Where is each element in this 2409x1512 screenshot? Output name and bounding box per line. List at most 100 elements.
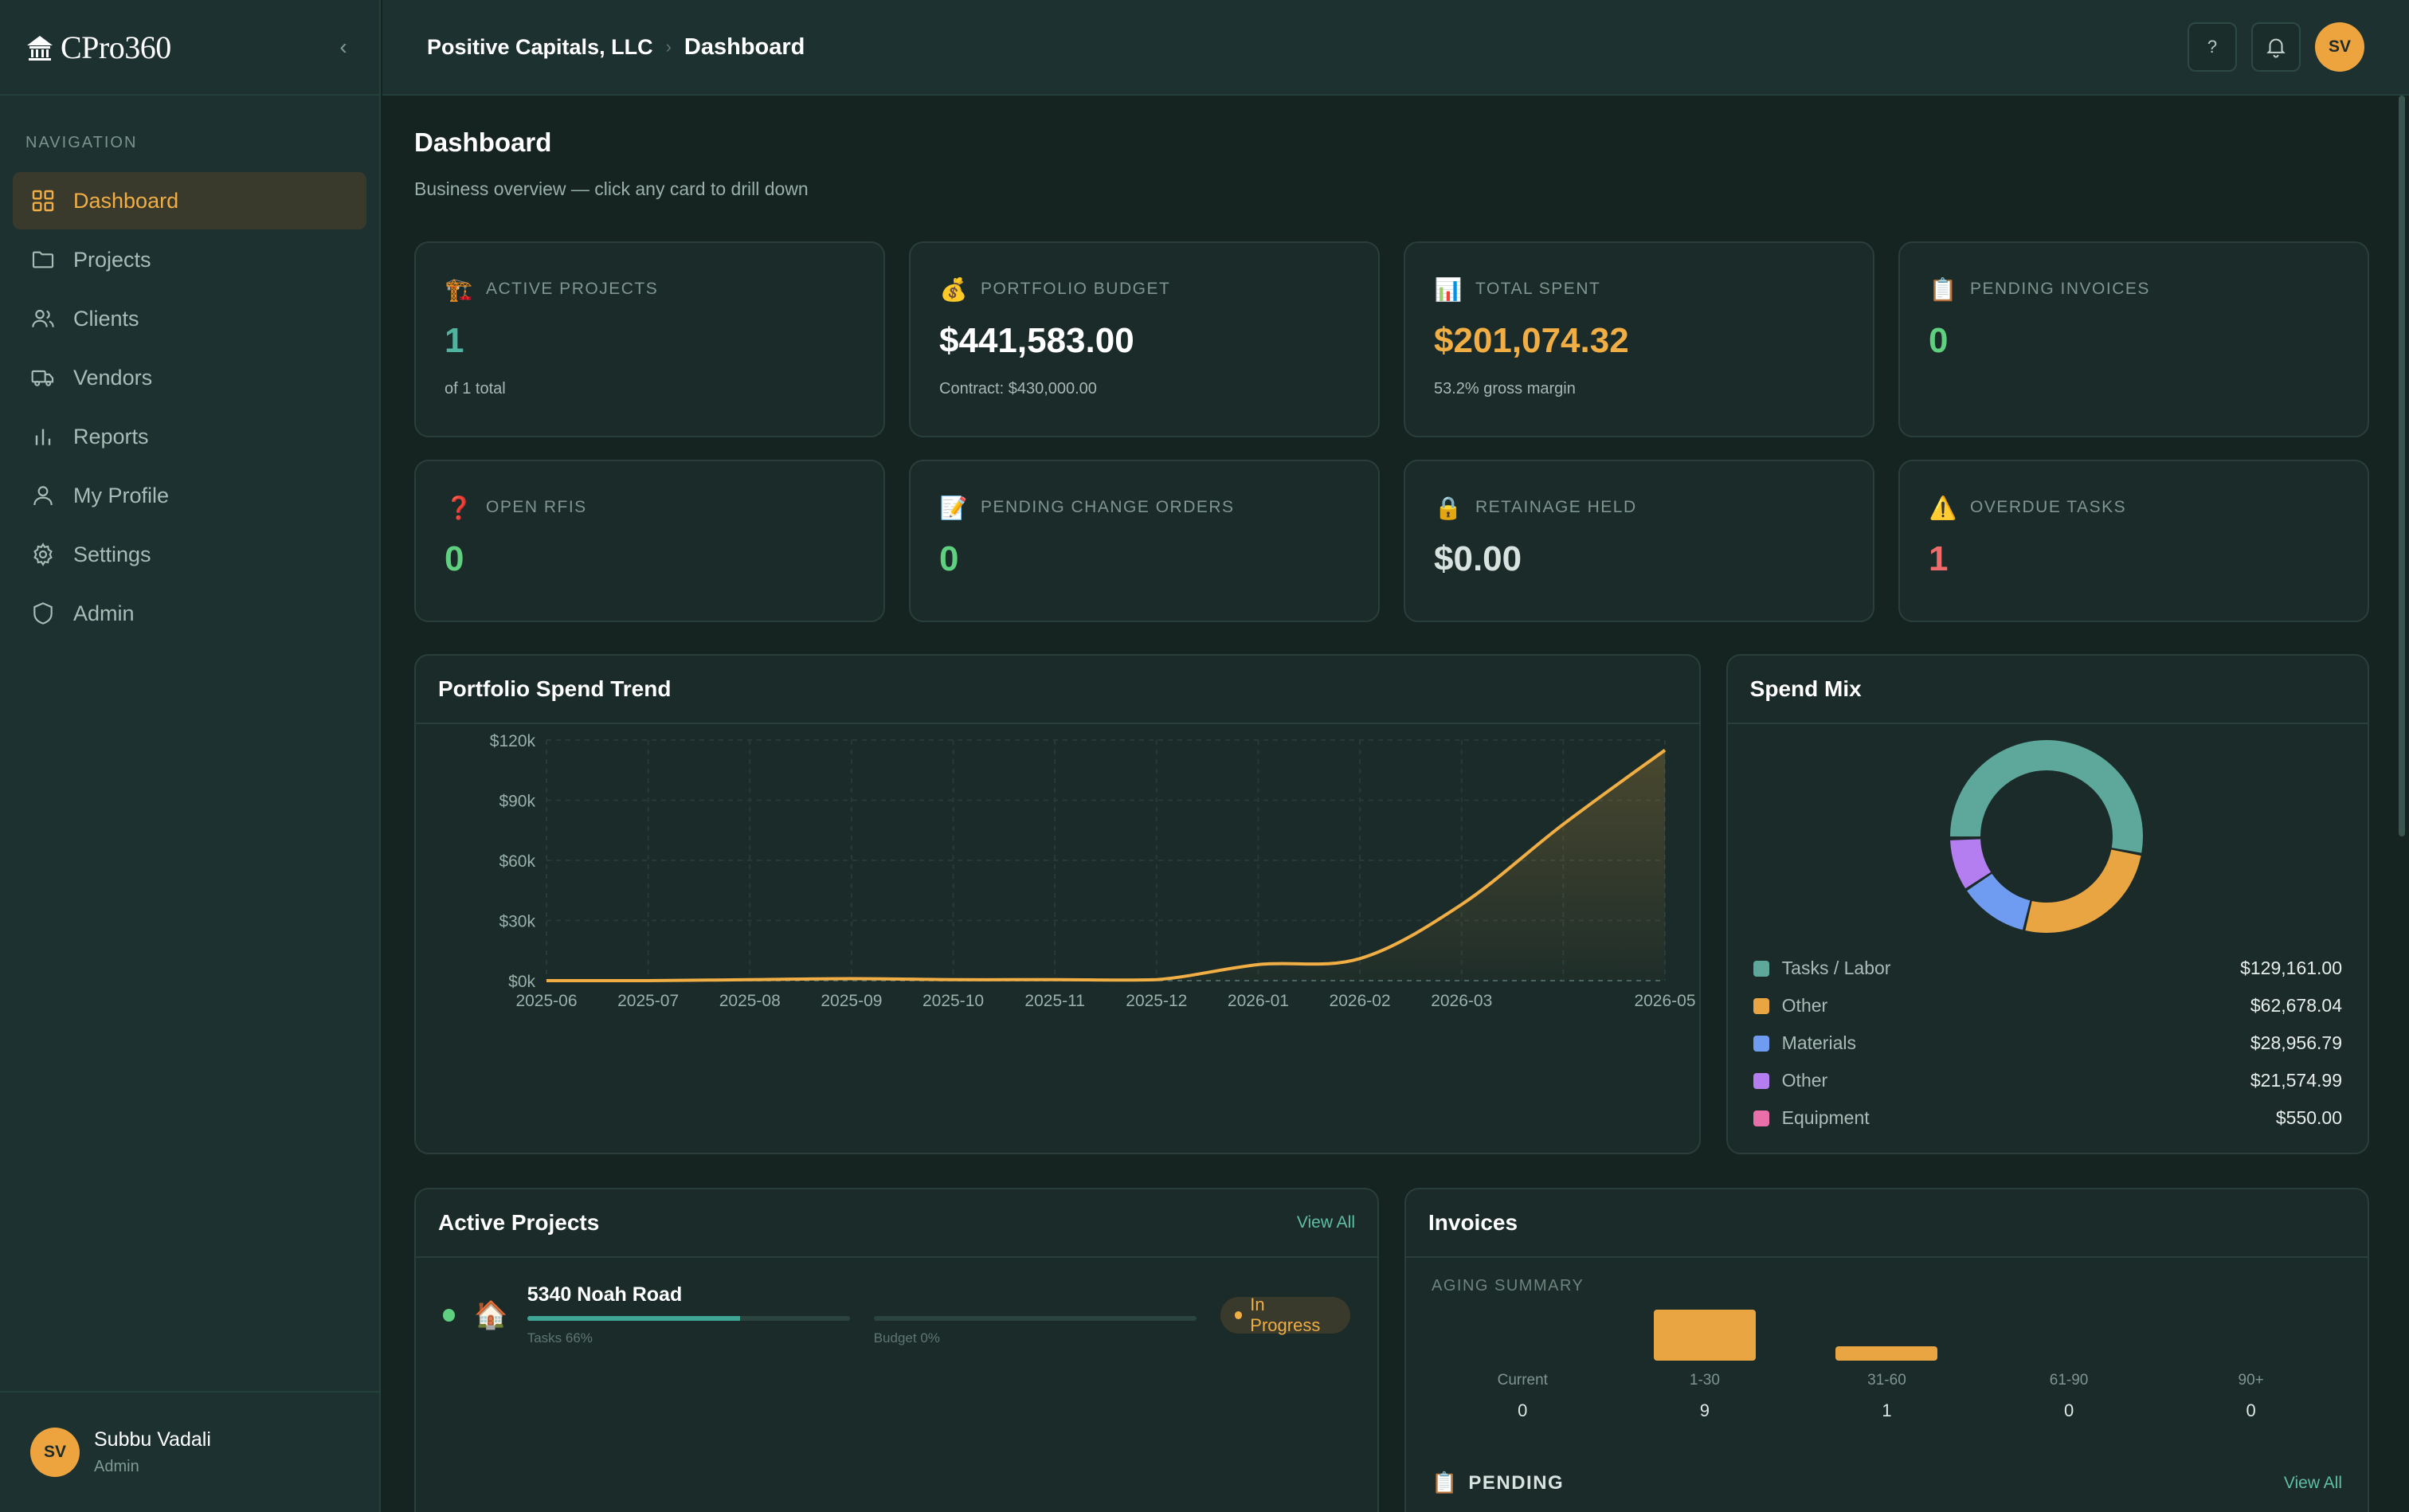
help-button[interactable]: ? [2188,22,2237,72]
stat-card-total-spent[interactable]: 📊 TOTAL SPENT $201,074.32 53.2% gross mar… [1404,241,1874,437]
sidebar-item-my-profile[interactable]: My Profile [13,467,366,524]
top-header: Positive Capitals, LLC › Dashboard ? SV [382,0,2409,96]
sidebar-item-projects[interactable]: Projects [13,231,366,288]
stat-card-active-projects[interactable]: 🏗️ ACTIVE PROJECTS 1 of 1 total [414,241,885,437]
project-name: 5340 Noah Road [527,1283,683,1306]
stat-card-pending-change-orders[interactable]: 📝 PENDING CHANGE ORDERS 0 [909,460,1380,622]
stat-label: OVERDUE TASKS [1970,498,2127,516]
user-role: Admin [94,1458,139,1475]
stat-value: $441,583.00 [939,321,1134,360]
bell-icon [2266,38,2286,58]
y-tick-label: $90k [499,793,535,811]
legend-value: $21,574.99 [2250,1070,2342,1091]
notifications-button[interactable] [2251,22,2301,72]
aging-bar-area [1978,1306,2160,1361]
sidebar-item-label: Vendors [73,365,153,390]
house-icon: 🏠 [474,1299,508,1330]
stat-label: TOTAL SPENT [1475,280,1601,298]
x-tick-label: 2025-06 [515,992,577,1010]
legend-swatch [1753,1072,1769,1089]
aging-column[interactable]: 61-90 0 [1978,1306,2160,1421]
aging-category-label: Current [1497,1372,1548,1389]
money-bag-icon: 💰 [939,276,968,302]
project-row[interactable]: 🏠 5340 Noah Road Tasks 66% Budget 0% [416,1258,1377,1346]
aging-count-label: 0 [2246,1400,2256,1420]
legend-item[interactable]: Equipment $550.00 [1728,1099,2368,1137]
aging-category-label: 31-60 [1867,1372,1906,1389]
legend-value: $62,678.04 [2250,995,2342,1016]
sidebar-item-dashboard[interactable]: Dashboard [13,172,366,229]
legend-value: $129,161.00 [2240,958,2342,978]
sidebar-item-settings[interactable]: Settings [13,526,366,583]
stat-label: RETAINAGE HELD [1475,498,1637,516]
aging-column[interactable]: 90+ 0 [2160,1306,2342,1421]
sidebar-item-clients[interactable]: Clients [13,290,366,347]
aging-category-label: 61-90 [2049,1372,2089,1389]
status-badge[interactable]: In Progress [1220,1294,1350,1335]
aging-column[interactable]: 31-60 1 [1796,1306,1978,1421]
sidebar-item-label: Admin [73,601,135,625]
status-badge-label: In Progress [1250,1294,1321,1335]
sidebar-item-label: Settings [73,542,151,566]
donut-slice[interactable] [1949,740,2143,933]
stat-value: $0.00 [1434,539,1522,578]
aging-column[interactable]: 1-30 9 [1614,1306,1796,1421]
logo-text: CPro360 [61,29,171,65]
shield-icon [29,599,57,628]
stat-value: 1 [1929,539,1949,578]
logo-row: CPro360 ‹ [0,0,379,96]
legend-swatch [1753,960,1769,977]
sidebar-item-reports[interactable]: Reports [13,408,366,465]
main-scrollbar[interactable] [2395,96,2409,836]
nav-heading: NAVIGATION [25,134,138,151]
breadcrumb: Positive Capitals, LLC › Dashboard [427,34,805,61]
stat-card-open-rfis[interactable]: ❓ OPEN RFIS 0 [414,460,885,622]
user-icon [29,481,57,510]
panel-title: Portfolio Spend Trend [416,656,1699,724]
x-tick-label: 2026-02 [1330,992,1391,1010]
aging-category-label: 90+ [2238,1372,2264,1389]
scrollbar-thumb[interactable] [2399,96,2405,836]
breadcrumb-company[interactable]: Positive Capitals, LLC [427,34,653,59]
spend-mix-panel: Spend Mix Tasks / Labor $129,161.00 Othe… [1725,654,2369,1154]
question-icon: ❓ [445,495,473,520]
sidebar-item-vendors[interactable]: Vendors [13,349,366,406]
page-subtitle: Business overview — click any card to dr… [414,178,809,199]
stat-card-portfolio-budget[interactable]: 💰 PORTFOLIO BUDGET $441,583.00 Contract: … [909,241,1380,437]
active-projects-panel: Active Projects View All 🏠 5340 Noah Roa… [414,1188,1379,1512]
aging-count-label: 0 [1518,1400,1528,1420]
tasks-progress-bar [527,1316,850,1321]
legend-item[interactable]: Other $62,678.04 [1728,987,2368,1024]
aging-category-label: 1-30 [1689,1372,1720,1389]
sidebar-item-admin[interactable]: Admin [13,585,366,642]
help-icon: ? [2207,37,2218,57]
user-avatar-button[interactable]: SV [2315,22,2364,72]
spend-trend-chart: $0k $30k $60k $90k $120k 2025-06 2025-07 2025-0… [490,732,1696,1010]
page-title: Dashboard [414,127,552,157]
stat-card-retainage-held[interactable]: 🔒 RETAINAGE HELD $0.00 [1404,460,1874,622]
stat-card-overdue-tasks[interactable]: ⚠️ OVERDUE TASKS 1 [1898,460,2369,622]
main-content: Dashboard Business overview — click any … [414,96,2369,1512]
legend-item[interactable]: Tasks / Labor $129,161.00 [1728,950,2368,987]
stat-card-pending-invoices[interactable]: 📋 PENDING INVOICES 0 [1898,241,2369,437]
sidebar-user[interactable]: SV Subbu Vadali Admin [0,1391,379,1512]
folder-icon [29,245,57,274]
collapse-sidebar-button[interactable]: ‹ [339,34,347,59]
sidebar-item-label: My Profile [73,483,170,507]
sidebar-item-label: Reports [73,424,149,449]
stat-value: $201,074.32 [1434,321,1629,360]
legend-item[interactable]: Other $21,574.99 [1728,1062,2368,1099]
aging-column[interactable]: Current 0 [1432,1306,1614,1421]
panel-title: Spend Mix [1727,656,2368,724]
legend-item[interactable]: Materials $28,956.79 [1728,1024,2368,1062]
aging-bar-area [1432,1306,1614,1361]
budget-progress-label: Budget 0% [873,1330,940,1346]
x-tick-label: 2025-12 [1126,992,1187,1010]
view-all-invoices-link[interactable]: View All [2283,1473,2342,1492]
donut-slice[interactable] [1949,740,2143,933]
aging-count-label: 1 [1882,1400,1892,1420]
view-all-projects-link[interactable]: View All [1296,1213,1355,1232]
y-tick-label: $60k [499,852,535,871]
invoices-panel: Invoices AGING SUMMARY Current 0 1-30 9 31-6… [1404,1188,2369,1512]
tasks-progress-fill [527,1316,741,1321]
